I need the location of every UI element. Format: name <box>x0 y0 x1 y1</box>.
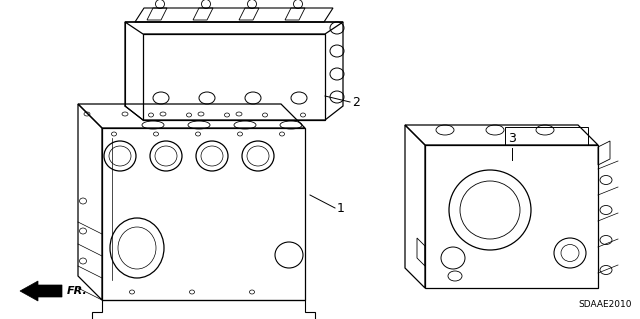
Text: 2: 2 <box>352 95 360 108</box>
Polygon shape <box>20 281 62 301</box>
Text: 3: 3 <box>508 132 516 145</box>
Text: FR.: FR. <box>67 286 88 296</box>
Text: SDAAE2010: SDAAE2010 <box>579 300 632 309</box>
Text: 1: 1 <box>337 202 345 214</box>
